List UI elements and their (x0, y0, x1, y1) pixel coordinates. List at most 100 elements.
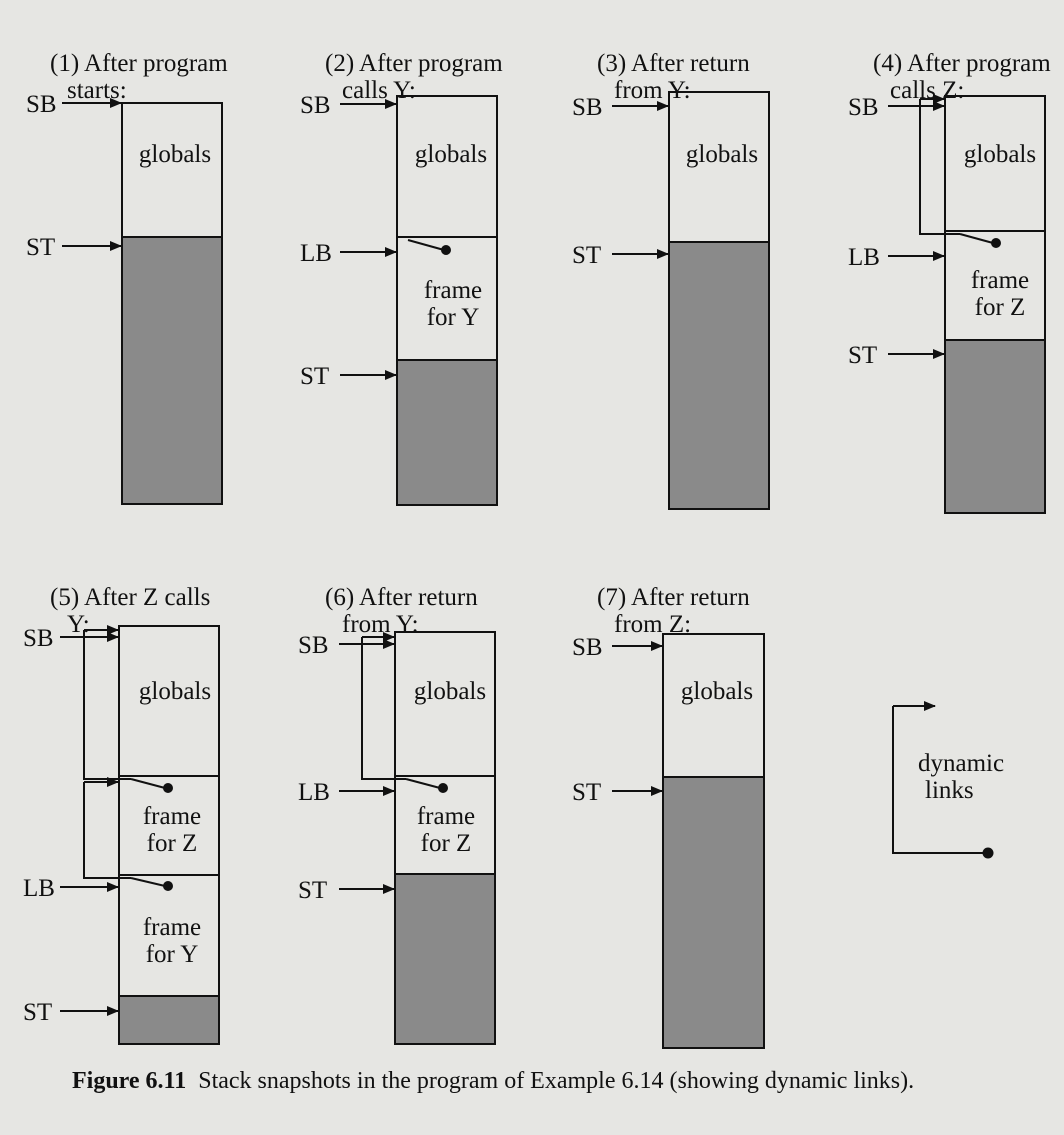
panel-number: (2) (325, 50, 355, 77)
globals-label: globals (139, 678, 211, 705)
stack-outline (668, 91, 770, 510)
dynamic-link-line (405, 778, 441, 789)
st-label: ST (848, 342, 877, 369)
dynamic-link-path (919, 99, 960, 235)
frame-label: frame (143, 914, 201, 941)
panel-caption-3: (3) After return from Y: (572, 23, 750, 131)
stack-outline (662, 633, 765, 1049)
st-label: ST (572, 779, 601, 806)
panel-title: After return (631, 584, 750, 611)
globals-label: globals (964, 141, 1036, 168)
stack-panel-3: SB ST globals (572, 91, 770, 510)
panel-number: (7) (597, 584, 627, 611)
sb-label: SB (572, 634, 603, 661)
frame-label: frame (424, 277, 482, 304)
panel-number: (6) (325, 584, 355, 611)
dynamic-link-dot (441, 245, 451, 255)
st-label: ST (23, 999, 52, 1026)
panel-title: After program (907, 50, 1051, 77)
sb-label: SB (26, 91, 57, 118)
lb-label: LB (848, 244, 880, 271)
panel-title: After program (84, 50, 228, 77)
lb-label: LB (298, 779, 330, 806)
stack-free-area (663, 777, 764, 1048)
dynamic-link-dot (163, 881, 173, 891)
legend-link-path (892, 706, 988, 854)
sb-label: SB (848, 94, 879, 121)
frame-label: frame (143, 803, 201, 830)
st-label: ST (572, 242, 601, 269)
lb-label: LB (23, 875, 55, 902)
legend-label: links (925, 777, 974, 804)
panel-caption-5: (5) After Z calls Y: (25, 557, 210, 665)
dynamic-link-dot (438, 783, 448, 793)
stack-panel-5: SB LB ST globals frame for Z frame for Y (23, 625, 220, 1045)
panel-number: (3) (597, 50, 627, 77)
legend-link-dot (982, 847, 994, 859)
st-label: ST (26, 234, 55, 261)
panel-subtitle: from Y: (614, 77, 691, 104)
panel-subtitle: calls Y: (342, 77, 416, 104)
frame-owner-label: for Y (146, 941, 199, 968)
dynamic-link-line (130, 877, 166, 887)
stack-outline (396, 95, 498, 506)
stack-panel-6: SB LB ST globals frame for Z (298, 631, 496, 1045)
panel-caption-4: (4) After program calls Z: (848, 23, 1051, 131)
panel-title: After return (359, 584, 478, 611)
panel-caption-7: (7) After return from Z: (572, 557, 750, 665)
dynamic-link-line (407, 239, 445, 251)
dynamic-link-path (83, 782, 131, 879)
sb-label: SB (572, 94, 603, 121)
globals-label: globals (681, 678, 753, 705)
stack-free-area (945, 340, 1045, 513)
panel-caption-2: (2) After program calls Y: (300, 23, 503, 131)
frame-owner-label: for Z (421, 830, 472, 857)
frame-label: frame (417, 803, 475, 830)
stack-outline (944, 95, 1046, 514)
sb-label: SB (300, 92, 331, 119)
stack-panel-4: SB LB ST globals frame for Z (848, 94, 1046, 514)
legend-label: dynamic (918, 750, 1004, 777)
stack-outline (118, 625, 220, 1045)
panel-title: After Z calls (84, 584, 211, 611)
stack-outline (121, 102, 223, 505)
globals-label: globals (414, 678, 486, 705)
stack-panel-2: SB LB ST globals frame for Y (300, 92, 498, 506)
st-label: ST (300, 363, 329, 390)
panel-caption-6: (6) After return from Y: (300, 557, 478, 665)
panel-title: After return (631, 50, 750, 77)
panel-number: (4) (873, 50, 903, 77)
frame-owner-label: for Z (147, 830, 198, 857)
stack-free-area (397, 360, 497, 505)
figure-caption-label: Figure 6.11 (72, 1068, 187, 1094)
panel-number: (1) (50, 50, 80, 77)
sb-label: SB (23, 625, 54, 652)
frame-owner-label: for Z (975, 294, 1026, 321)
stack-panel-7: SB ST globals (572, 633, 765, 1049)
stack-outline (394, 631, 496, 1045)
figure-caption-text: Stack snapshots in the program of Exampl… (198, 1068, 915, 1094)
figure-caption: Figure 6.11 Stack snapshots in the progr… (72, 1068, 914, 1095)
lb-label: LB (300, 240, 332, 267)
dynamic-link-line (130, 778, 166, 789)
globals-label: globals (139, 141, 211, 168)
dynamic-link-path (361, 637, 406, 780)
stack-free-area (122, 237, 222, 504)
dynamic-links-legend: dynamic links (892, 701, 1004, 859)
panel-subtitle: from Z: (614, 611, 692, 638)
frame-owner-label: for Y (427, 304, 480, 331)
stack-free-area (395, 874, 495, 1044)
stack-free-area (119, 996, 219, 1044)
dynamic-link-line (959, 233, 994, 244)
globals-label: globals (415, 141, 487, 168)
panel-caption-1: (1) After program starts: (25, 23, 228, 131)
dynamic-link-path (83, 630, 131, 780)
stack-free-area (669, 242, 769, 509)
panel-title: After program (359, 50, 503, 77)
dynamic-link-dot (163, 783, 173, 793)
frame-label: frame (971, 267, 1029, 294)
st-label: ST (298, 877, 327, 904)
dynamic-link-dot (991, 238, 1001, 248)
